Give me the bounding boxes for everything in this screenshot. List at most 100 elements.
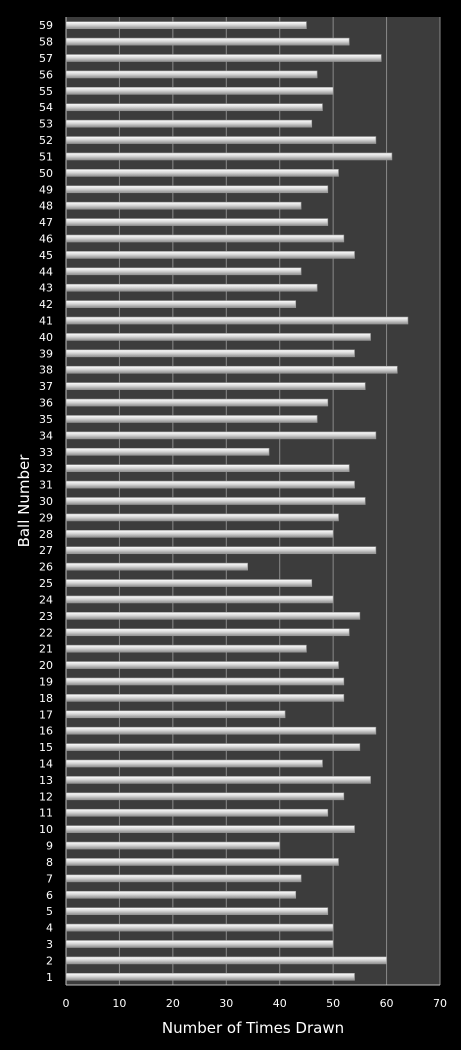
y-tick-label: 38 xyxy=(39,364,53,377)
bar xyxy=(65,382,366,390)
bar xyxy=(65,283,318,292)
bar xyxy=(65,710,286,719)
y-tick-label: 53 xyxy=(39,118,53,131)
bar xyxy=(65,447,270,456)
y-tick-label: 24 xyxy=(39,593,53,606)
bar xyxy=(65,546,377,555)
y-tick-label: 27 xyxy=(39,544,53,557)
x-axis-title: Number of Times Drawn xyxy=(162,1019,344,1037)
x-tick-label: 50 xyxy=(326,997,340,1010)
bar xyxy=(65,874,302,883)
y-tick-label: 33 xyxy=(39,446,53,459)
bar xyxy=(65,841,281,850)
bar xyxy=(65,218,329,226)
y-tick-label: 6 xyxy=(46,889,53,902)
y-tick-label: 50 xyxy=(39,167,53,180)
bar xyxy=(65,513,339,522)
y-tick-labels: 1234567891011121314151617181920212223242… xyxy=(39,19,53,984)
bar xyxy=(65,579,313,587)
y-tick-label: 7 xyxy=(46,872,53,885)
y-tick-label: 59 xyxy=(39,19,53,32)
x-tick-label: 10 xyxy=(112,997,126,1010)
x-tick-labels: 0 10 20 30 40 50 60 70 xyxy=(63,997,448,1010)
bar xyxy=(65,37,350,46)
x-tick-label: 60 xyxy=(380,997,394,1010)
y-tick-label: 19 xyxy=(39,675,53,688)
bar xyxy=(65,201,302,210)
bar xyxy=(65,595,334,604)
y-tick-label: 42 xyxy=(39,298,53,311)
bar xyxy=(65,415,318,423)
y-tick-label: 32 xyxy=(39,462,53,475)
y-tick-label: 47 xyxy=(39,216,53,229)
y-tick-label: 23 xyxy=(39,610,53,623)
bar xyxy=(65,972,355,981)
y-tick-label: 25 xyxy=(39,577,53,590)
bar xyxy=(65,169,339,177)
y-tick-label: 44 xyxy=(39,265,53,278)
y-tick-label: 51 xyxy=(39,150,53,163)
bar xyxy=(65,480,355,489)
bar xyxy=(65,464,350,472)
bar xyxy=(65,890,297,899)
y-tick-label: 10 xyxy=(39,823,53,836)
y-tick-label: 54 xyxy=(39,101,53,114)
y-tick-label: 58 xyxy=(39,36,53,49)
bar xyxy=(65,333,371,341)
y-tick-label: 17 xyxy=(39,708,53,721)
bar xyxy=(65,776,371,784)
bar xyxy=(65,923,334,932)
bar xyxy=(65,907,329,915)
x-tick-label: 30 xyxy=(219,997,233,1010)
bar xyxy=(65,940,334,948)
y-tick-label: 57 xyxy=(39,52,53,65)
y-axis-title: Ball Number xyxy=(15,454,33,548)
bar xyxy=(65,677,345,686)
bar xyxy=(65,349,355,358)
bar xyxy=(65,316,409,325)
y-tick-label: 22 xyxy=(39,626,53,639)
y-tick-label: 13 xyxy=(39,774,53,787)
bar xyxy=(65,497,366,505)
y-tick-label: 26 xyxy=(39,561,53,574)
bar xyxy=(65,398,329,407)
y-tick-label: 11 xyxy=(39,807,53,820)
bar xyxy=(65,103,323,112)
y-tick-label: 4 xyxy=(46,922,53,935)
y-tick-label: 41 xyxy=(39,315,53,328)
y-tick-label: 3 xyxy=(46,938,53,951)
y-tick-label: 39 xyxy=(39,347,53,360)
bar xyxy=(65,628,350,637)
y-tick-label: 2 xyxy=(46,954,53,967)
y-tick-label: 8 xyxy=(46,856,53,869)
y-tick-label: 16 xyxy=(39,725,53,738)
bar xyxy=(65,858,339,866)
y-tick-label: 21 xyxy=(39,643,53,656)
bar xyxy=(65,21,307,30)
bar xyxy=(65,726,377,735)
bar xyxy=(65,300,297,308)
bars xyxy=(65,21,409,981)
y-tick-label: 1 xyxy=(46,971,53,984)
bar xyxy=(65,431,377,440)
bar xyxy=(65,70,318,79)
y-tick-label: 48 xyxy=(39,200,53,213)
y-tick-label: 36 xyxy=(39,397,53,410)
y-tick-label: 35 xyxy=(39,413,53,426)
bar xyxy=(65,694,345,702)
bar xyxy=(65,87,334,95)
y-tick-label: 31 xyxy=(39,479,53,492)
y-tick-label: 20 xyxy=(39,659,53,672)
bar xyxy=(65,808,329,817)
bar xyxy=(65,152,393,161)
bar xyxy=(65,185,329,194)
y-tick-label: 56 xyxy=(39,68,53,81)
y-tick-label: 55 xyxy=(39,85,53,98)
bar xyxy=(65,644,307,653)
bar xyxy=(65,251,355,259)
y-tick-label: 46 xyxy=(39,232,53,245)
bar xyxy=(65,759,323,768)
bar xyxy=(65,234,345,243)
y-tick-label: 52 xyxy=(39,134,53,147)
